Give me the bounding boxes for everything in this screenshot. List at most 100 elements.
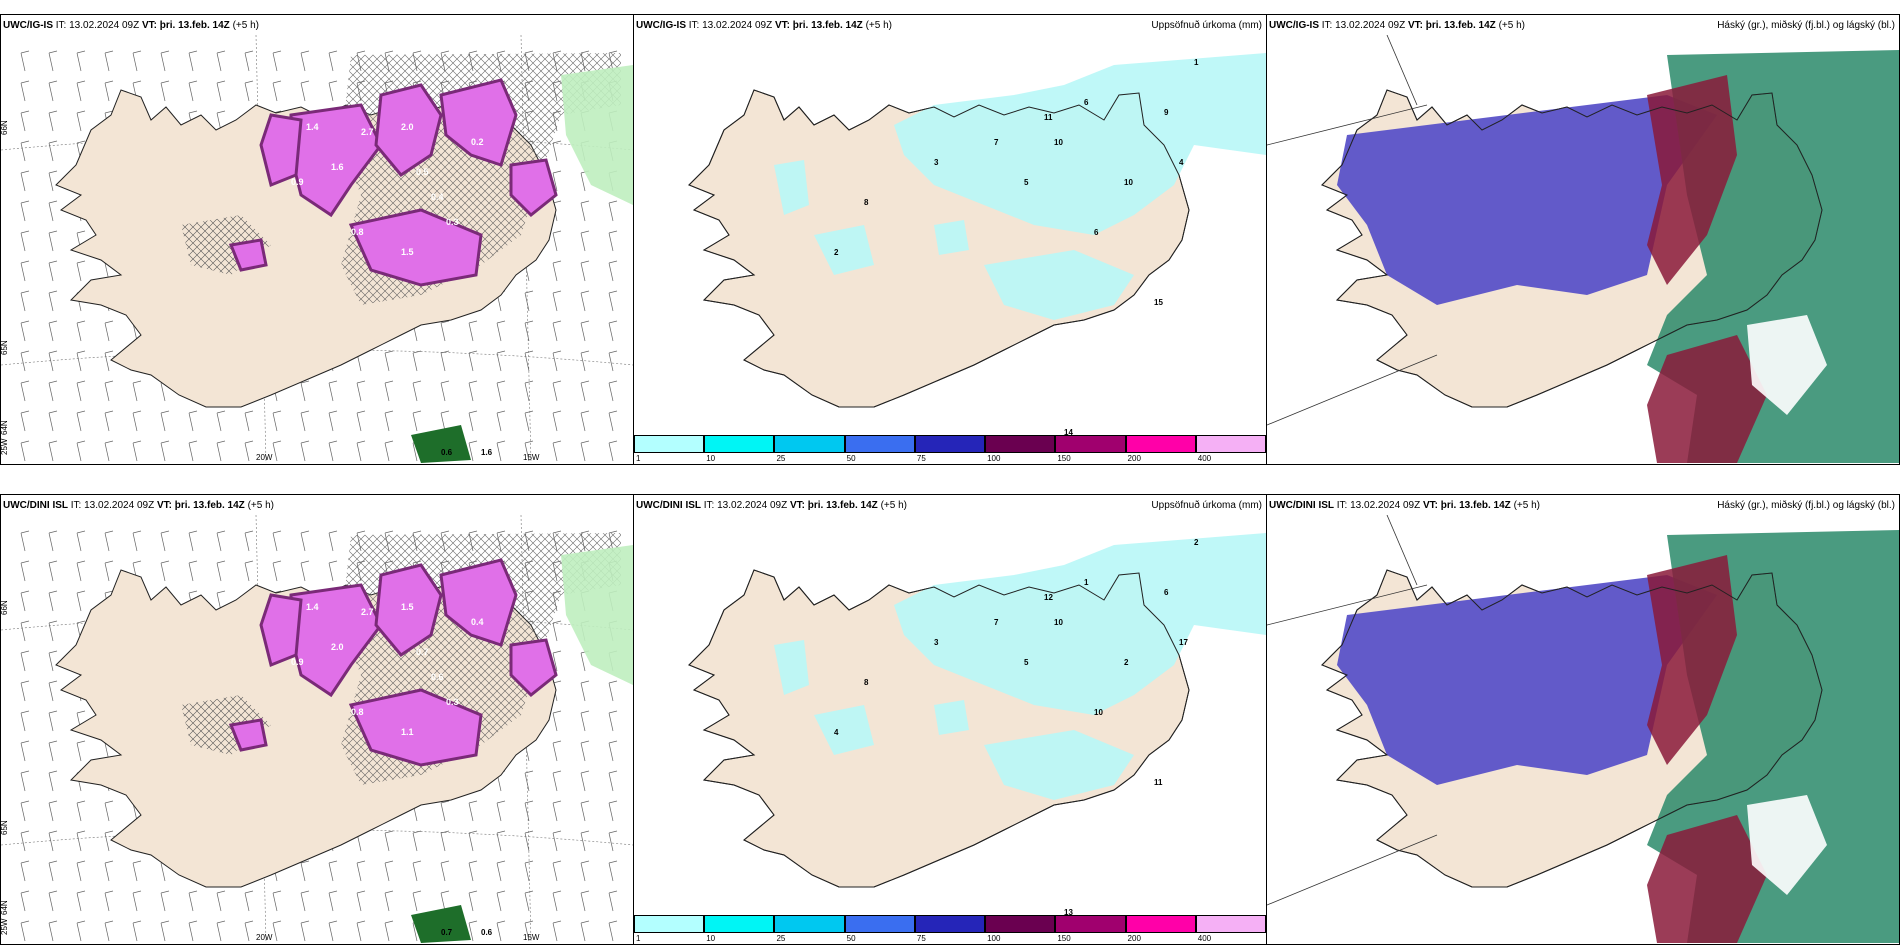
wind-barb bbox=[552, 830, 562, 852]
coastline-outline bbox=[1321, 89, 1823, 408]
wind-barb bbox=[20, 740, 30, 762]
mid-cloud-area bbox=[1647, 335, 1767, 463]
panel-header: UWC/IG-IS IT: 13.02.2024 09Z VT: þri. 13… bbox=[636, 20, 892, 31]
precip-value-label: 7 bbox=[994, 618, 999, 627]
it-label: IT: bbox=[703, 500, 715, 511]
precip-area bbox=[814, 225, 874, 275]
wind-barb bbox=[300, 560, 310, 582]
wind-barb bbox=[48, 590, 58, 612]
wind-barb bbox=[440, 860, 450, 882]
precip-value-label: 2 bbox=[1194, 538, 1199, 547]
wind-barb bbox=[244, 50, 254, 72]
wind-barb bbox=[552, 710, 562, 732]
clear-area bbox=[1747, 795, 1827, 895]
wind-barb bbox=[188, 920, 198, 942]
legend-swatch bbox=[774, 435, 845, 453]
wind-barb bbox=[468, 380, 478, 402]
wind-barb bbox=[188, 890, 198, 912]
wind-barb bbox=[468, 920, 478, 942]
vt-label: VT: bbox=[1422, 500, 1438, 511]
legend-swatch bbox=[985, 435, 1056, 453]
wind-barb bbox=[440, 350, 450, 372]
wind-barb bbox=[580, 260, 590, 282]
legend-swatch bbox=[1125, 915, 1196, 933]
wind-barb bbox=[76, 110, 86, 132]
wind-barb bbox=[328, 50, 338, 72]
lead-time: (+5 h) bbox=[880, 500, 907, 511]
snow-cell bbox=[228, 238, 268, 272]
latitude-label: 64N bbox=[1, 900, 9, 915]
wind-barb bbox=[580, 830, 590, 852]
lead-time: (+5 h) bbox=[1498, 20, 1525, 31]
cloud-map bbox=[1267, 515, 1899, 943]
wind-barb bbox=[524, 860, 534, 882]
precip-value-label: 5 bbox=[1024, 658, 1029, 667]
it-label: IT: bbox=[70, 500, 82, 511]
wind-barb bbox=[20, 560, 30, 582]
it-label: IT: bbox=[55, 20, 67, 31]
wind-snow-map: 1.4 2.7 1.5 0.7 0.6 0.3 0.8 1.1 0.4 0.9 2.0 0.7 0.6 6… bbox=[1, 515, 633, 943]
wind-barb bbox=[188, 80, 198, 102]
precip-area bbox=[814, 705, 874, 755]
wind-barb bbox=[580, 230, 590, 252]
wind-barb bbox=[524, 920, 534, 942]
wind-barb bbox=[160, 560, 170, 582]
wind-barb bbox=[48, 50, 58, 72]
legend-swatch bbox=[914, 915, 986, 933]
wind-barb bbox=[48, 920, 58, 942]
wind-barb bbox=[104, 380, 114, 402]
wind-barb bbox=[384, 860, 394, 882]
wind-barb bbox=[244, 920, 254, 942]
wind-barb bbox=[104, 530, 114, 552]
wind-barb bbox=[524, 290, 534, 312]
wind-barb bbox=[76, 80, 86, 102]
snow-value-label: 1.4 bbox=[306, 122, 319, 132]
snow-cell bbox=[439, 78, 518, 167]
precip-value-label: 11 bbox=[1154, 778, 1163, 787]
it-value: 13.02.2024 09Z bbox=[717, 500, 788, 511]
precip-value-label: 15 bbox=[1154, 298, 1163, 307]
legend-swatch bbox=[704, 915, 775, 933]
wind-barb bbox=[20, 920, 30, 942]
wind-barb bbox=[160, 530, 170, 552]
wind-barb bbox=[300, 860, 310, 882]
panel-header: UWC/IG-IS IT: 13.02.2024 09Z VT: þri. 13… bbox=[3, 20, 259, 31]
wind-barb bbox=[20, 230, 30, 252]
precip-legend: 1 10 25 50 75 100 150 200 400 bbox=[634, 435, 1266, 463]
wind-barb bbox=[48, 800, 58, 822]
precip-value-label: 6 bbox=[1094, 228, 1099, 237]
precip-map: 1 6 9 11 10 7 3 5 8 2 4 15 14 6 10 bbox=[634, 35, 1266, 443]
wind-barb bbox=[76, 260, 86, 282]
longitude-label: 15W bbox=[523, 933, 540, 942]
wind-barb bbox=[20, 860, 30, 882]
wind-barb bbox=[496, 320, 506, 342]
wind-barb bbox=[580, 770, 590, 792]
wind-barb bbox=[552, 230, 562, 252]
wind-barb bbox=[384, 830, 394, 852]
wind-barb bbox=[524, 440, 534, 462]
wind-barb bbox=[76, 560, 86, 582]
snow-value-label: 0.5 bbox=[416, 167, 429, 177]
snow-value-label: 0.3 bbox=[446, 697, 459, 707]
wind-barb bbox=[48, 890, 58, 912]
legend-tick-label: 400 bbox=[1197, 934, 1212, 943]
wind-barb bbox=[160, 50, 170, 72]
legend-swatch bbox=[1055, 915, 1126, 933]
wind-barb bbox=[104, 890, 114, 912]
wind-barb bbox=[608, 770, 618, 792]
precip-value-label: 2 bbox=[834, 248, 839, 257]
panel-header: UWC/DINI ISL IT: 13.02.2024 09Z VT: þri.… bbox=[1269, 500, 1540, 511]
wind-snow-map: 1.4 2.7 2.0 0.5 0.4 0.3 0.8 1.5 0.2 0.9 1.6 0.6 1.6 6… bbox=[1, 35, 633, 463]
latitude-label: 64N bbox=[1, 420, 9, 435]
wind-barb bbox=[412, 410, 422, 432]
wind-barb bbox=[496, 350, 506, 372]
snow-cell bbox=[259, 113, 303, 188]
wind-barb bbox=[580, 800, 590, 822]
precip-area bbox=[934, 700, 969, 735]
precip-value-label: 4 bbox=[1179, 158, 1184, 167]
precip-value-label: 2 bbox=[1124, 658, 1129, 667]
grid-line bbox=[1267, 354, 1438, 426]
wind-barb bbox=[48, 830, 58, 852]
wind-barb bbox=[104, 350, 114, 372]
wind-barb bbox=[272, 890, 282, 912]
